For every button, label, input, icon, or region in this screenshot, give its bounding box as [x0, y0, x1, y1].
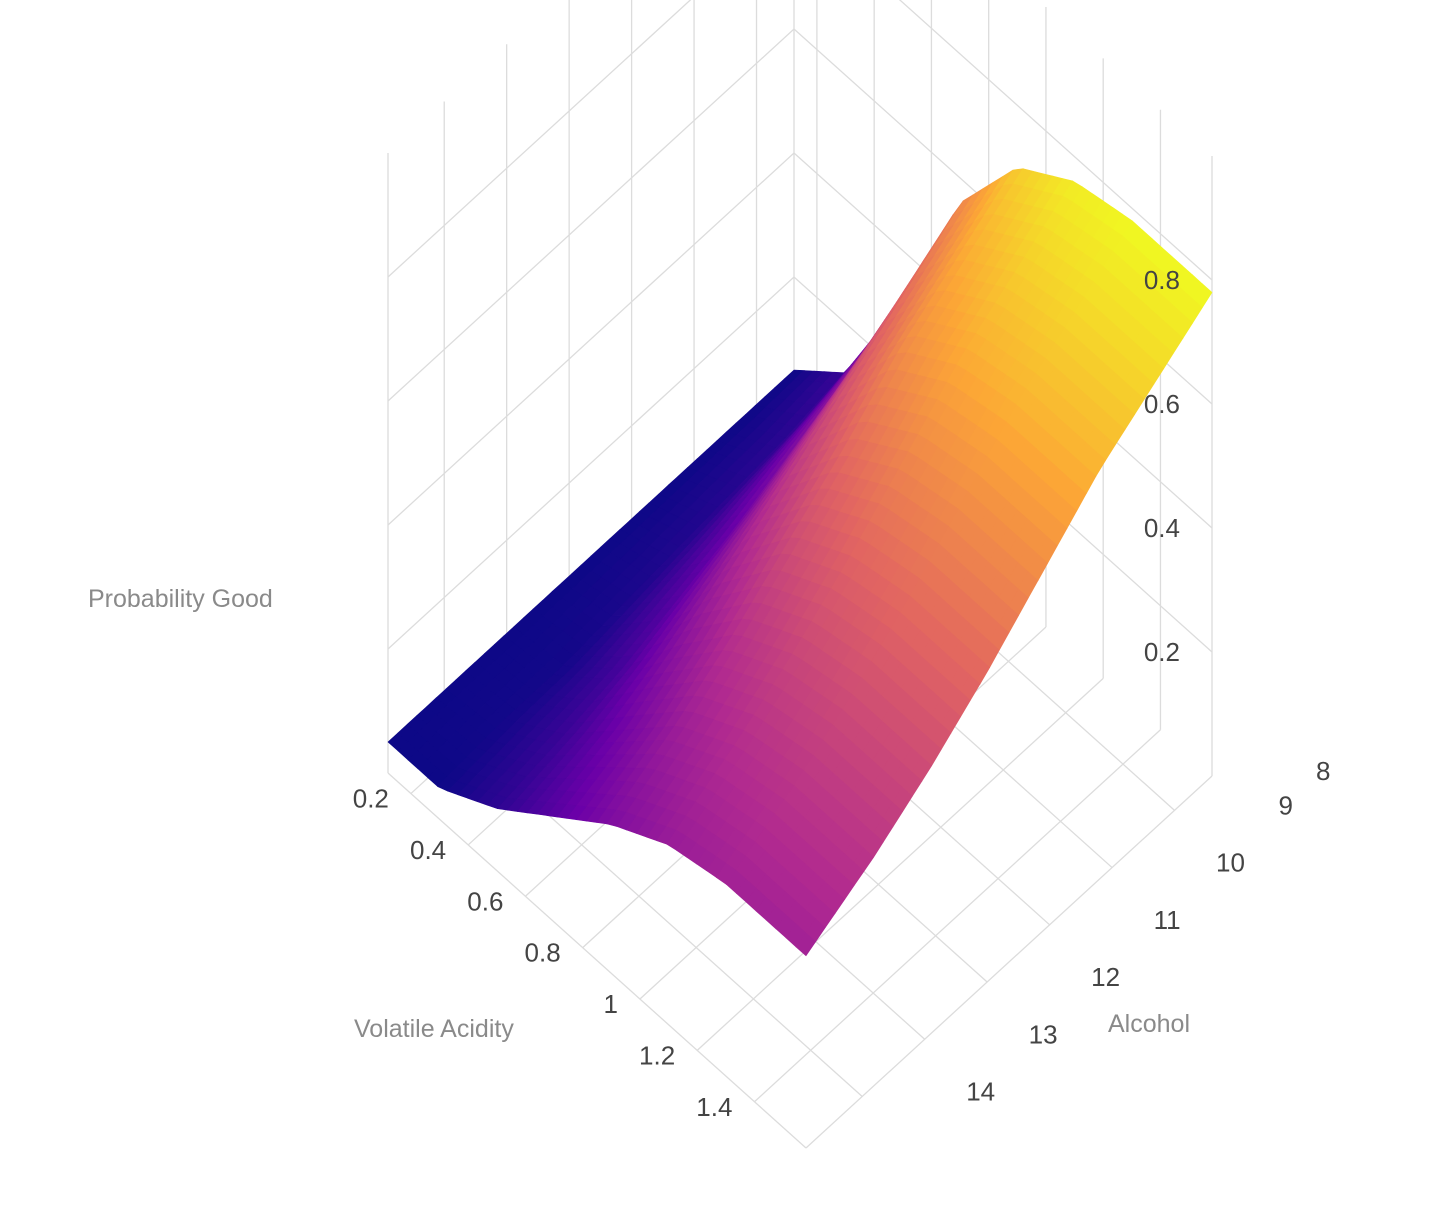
- z-tick-label: 0.2: [1144, 637, 1180, 667]
- x-tick-label: 0.6: [467, 886, 503, 916]
- surface-cell: [795, 932, 817, 957]
- y-axis-title: Alcohol: [1108, 1010, 1190, 1038]
- x-tick-label: 0.2: [353, 784, 389, 814]
- y-tick-label: 10: [1216, 848, 1245, 878]
- tick-labels: 0.2 0.4 0.6 0.8 0.2 0.4 0.6 0.8 1 1.2 1.4 89 10 11 12 1…: [353, 265, 1331, 1122]
- floor-gridline-x-5: [696, 677, 1104, 1051]
- z-tick-label: 0.8: [1144, 265, 1180, 295]
- probability-surface[interactable]: [387, 168, 1213, 957]
- x-tick-label: 1.4: [696, 1092, 732, 1122]
- z-axis-title: Probability Good: [88, 585, 273, 613]
- floor-gridline-x-6: [754, 729, 1161, 1103]
- z-tick-label: 0.4: [1144, 513, 1180, 543]
- wall-gridline-z-3: [387, 0, 1213, 281]
- x-tick-label: 1.2: [639, 1040, 675, 1070]
- z-tick-label: 0.6: [1144, 389, 1180, 419]
- x-tick-label: 0.4: [410, 835, 446, 865]
- x-tick-label: 1: [603, 989, 617, 1019]
- y-tick-label: 13: [1029, 1019, 1058, 1049]
- box-edge-4: [387, 772, 807, 1149]
- y-tick-label: 11: [1154, 905, 1181, 935]
- box-edge-3: [805, 775, 1213, 1149]
- y-tick-label: 14: [966, 1076, 995, 1106]
- y-tick-label: 8: [1316, 756, 1330, 786]
- axis-titles: Probability Good Volatile Acidity Alcoho…: [88, 585, 1190, 1043]
- y-tick-label: 12: [1091, 962, 1120, 992]
- x-axis-title: Volatile Acidity: [354, 1015, 514, 1043]
- x-tick-label: 0.8: [525, 938, 561, 968]
- y-tick-label: 9: [1279, 790, 1293, 820]
